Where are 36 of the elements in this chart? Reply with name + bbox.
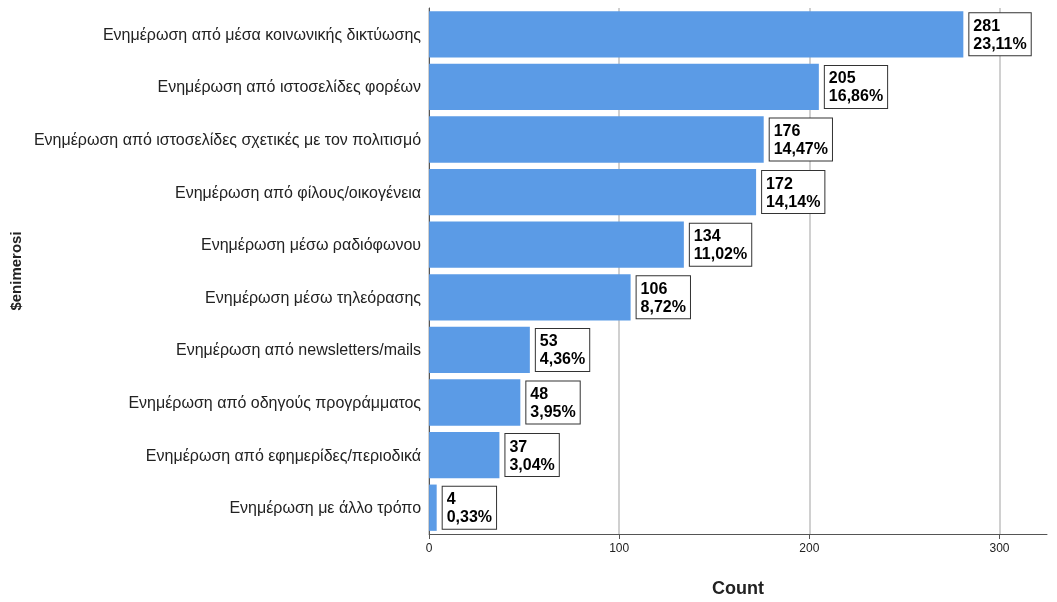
- data-label: 4 0,33%: [446, 490, 493, 526]
- bar: [429, 379, 521, 426]
- bar: [429, 63, 819, 111]
- bar: [429, 484, 437, 531]
- data-label: 205 16,86%: [828, 69, 884, 105]
- y-tick-label: Ενημέρωση από οδηγούς προγράμματος: [128, 394, 422, 411]
- y-tick-label: Ενημέρωση από ιστοσελίδες σχετικές με τον πολιτισμό: [33, 131, 422, 148]
- x-tick-label: 100: [609, 541, 630, 555]
- data-label: 48 3,95%: [530, 385, 576, 420]
- x-axis-title: Count: [712, 578, 765, 598]
- x-tick-label: 200: [799, 541, 820, 555]
- bar: [429, 431, 500, 479]
- bar: [429, 11, 964, 58]
- y-tick-label: Ενημέρωση από newsletters/mails: [176, 341, 422, 359]
- y-tick-label: Ενημέρωση μέσω τηλεόρασης: [205, 288, 422, 306]
- data-label: 176 14,47%: [773, 122, 828, 157]
- data-label: 134 11,02%: [693, 227, 748, 263]
- data-label: 281 23,11%: [973, 16, 1027, 52]
- y-tick-label: Ενημέρωση μέσω ραδιόφωνου: [200, 236, 422, 254]
- bar: [429, 221, 684, 268]
- y-tick-label: Ενημέρωση με άλλο τρόπο: [229, 499, 422, 517]
- y-tick-label: Ενημέρωση από φίλους/οικογένεια: [174, 183, 422, 201]
- bar: [429, 116, 764, 163]
- data-label: 106 8,72%: [640, 279, 686, 315]
- bar: [429, 326, 530, 374]
- y-tick-label: Ενημέρωση από εφημερίδες/περιοδικά: [145, 446, 422, 464]
- y-tick-label: Ενημέρωση από μέσα κοινωνικής δικτύωσης: [102, 25, 422, 43]
- bar: [429, 168, 757, 216]
- x-tick-label: 300: [989, 541, 1010, 555]
- y-axis-title: $enimerosi: [7, 231, 24, 311]
- data-label: 172 14,14%: [766, 174, 821, 210]
- x-tick-label: 0: [425, 541, 433, 555]
- data-label: 53 4,36%: [539, 332, 586, 368]
- y-tick-label: Ενημέρωση από ιστοσελίδες φορέων: [157, 78, 422, 96]
- bar: [429, 274, 631, 321]
- data-label: 37 3,04%: [509, 437, 555, 473]
